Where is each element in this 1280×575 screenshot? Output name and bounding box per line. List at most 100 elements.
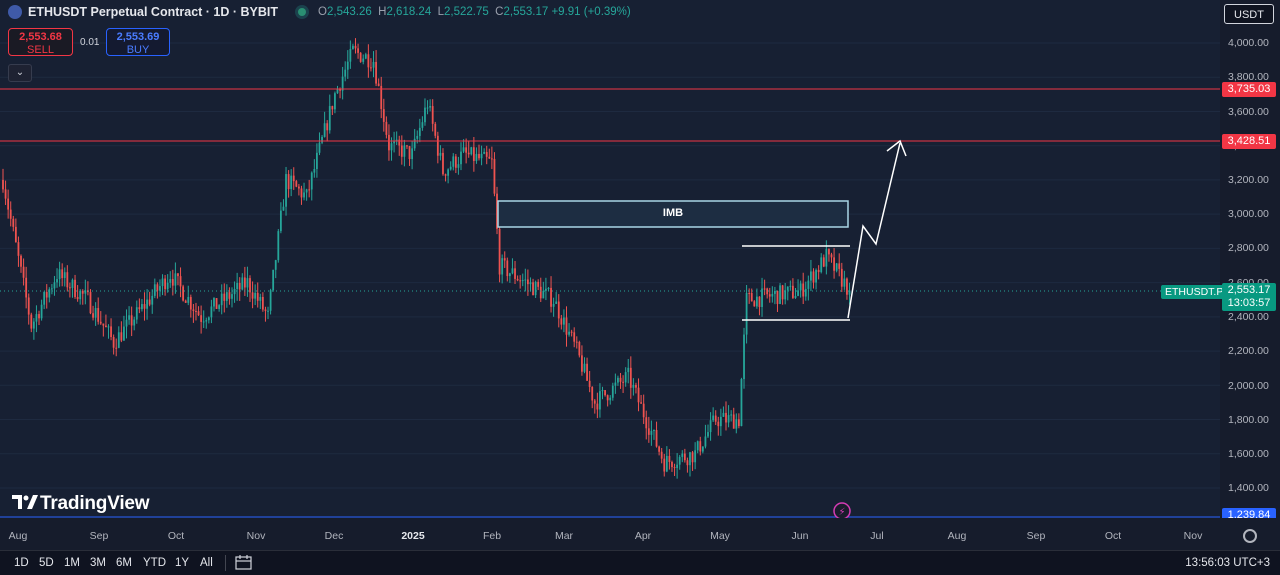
candle-down[interactable] [30, 314, 33, 329]
candle-down[interactable] [45, 292, 48, 298]
candle-up[interactable] [843, 278, 846, 287]
candle-down[interactable] [748, 293, 751, 295]
candle-up[interactable] [202, 321, 205, 323]
candle-down[interactable] [557, 301, 560, 319]
current-price-label[interactable]: 2,553.17 13:03:57 [1222, 283, 1276, 311]
candle-down[interactable] [519, 280, 522, 282]
candle-up[interactable] [43, 292, 46, 305]
candle-up[interactable] [774, 290, 776, 294]
candle-down[interactable] [593, 400, 596, 404]
candle-down[interactable] [408, 146, 411, 160]
candle-up[interactable] [269, 290, 272, 311]
candle-up[interactable] [426, 107, 429, 109]
candle-down[interactable] [171, 279, 174, 286]
candle-down[interactable] [673, 467, 676, 469]
candle-up[interactable] [707, 432, 709, 437]
candle-up[interactable] [740, 379, 743, 427]
candle-up[interactable] [277, 231, 280, 261]
candle-up[interactable] [719, 416, 722, 427]
candle-down[interactable] [586, 363, 588, 381]
candle-up[interactable] [653, 430, 655, 432]
candle-down[interactable] [714, 415, 717, 422]
candle-down[interactable] [753, 301, 756, 307]
candle-up[interactable] [678, 456, 681, 465]
candle-up[interactable] [94, 308, 97, 318]
candle-down[interactable] [120, 332, 123, 341]
candle-up[interactable] [169, 279, 172, 283]
candle-down[interactable] [846, 278, 848, 295]
candle-up[interactable] [305, 189, 308, 193]
candle-down[interactable] [97, 308, 100, 322]
candle-up[interactable] [475, 153, 478, 161]
candle-up[interactable] [534, 281, 537, 296]
candle-up[interactable] [797, 290, 799, 296]
candle-down[interactable] [297, 186, 300, 189]
candle-up[interactable] [794, 295, 797, 298]
candle-down[interactable] [514, 268, 516, 279]
date-range-icon[interactable] [235, 555, 253, 571]
candle-up[interactable] [611, 385, 614, 398]
market-status-icon[interactable] [298, 8, 307, 16]
candle-up[interactable] [141, 304, 143, 310]
candle-down[interactable] [66, 272, 69, 288]
candle-down[interactable] [81, 290, 84, 294]
candle-down[interactable] [488, 156, 491, 159]
candle-down[interactable] [763, 288, 766, 290]
candle-down[interactable] [581, 355, 583, 372]
imb-zone[interactable] [497, 200, 849, 228]
candle-down[interactable] [817, 269, 820, 273]
candle-up[interactable] [804, 288, 807, 297]
candle-up[interactable] [848, 290, 851, 295]
candle-down[interactable] [339, 88, 341, 91]
candle-down[interactable] [573, 332, 576, 342]
candle-up[interactable] [161, 278, 164, 287]
candle-down[interactable] [575, 341, 578, 343]
candle-down[interactable] [498, 228, 501, 275]
candle-down[interactable] [642, 403, 645, 418]
candle-down[interactable] [115, 347, 118, 349]
candle-up[interactable] [84, 290, 87, 294]
candle-down[interactable] [758, 296, 761, 307]
candle-up[interactable] [789, 285, 792, 287]
candle-up[interactable] [40, 304, 43, 319]
candle-up[interactable] [784, 290, 787, 300]
candle-down[interactable] [292, 175, 295, 182]
candle-down[interactable] [691, 452, 694, 463]
candle-down[interactable] [195, 310, 197, 312]
candle-down[interactable] [138, 307, 141, 310]
collapse-chevron-icon[interactable]: ⌄ [8, 64, 32, 82]
candle-down[interactable] [781, 285, 784, 300]
time-axis[interactable] [0, 518, 1280, 550]
candle-down[interactable] [251, 292, 254, 299]
candle-down[interactable] [434, 123, 437, 136]
candle-down[interactable] [243, 277, 246, 288]
candle-up[interactable] [694, 450, 697, 463]
candle-down[interactable] [737, 419, 740, 427]
candle-up[interactable] [246, 278, 249, 288]
candle-down[interactable] [287, 174, 290, 190]
timeframe-3m[interactable]: 3M [90, 557, 106, 569]
candle-up[interactable] [213, 298, 215, 307]
candle-down[interactable] [454, 156, 457, 168]
candle-up[interactable] [552, 303, 555, 307]
candle-up[interactable] [755, 296, 758, 307]
candle-down[interactable] [130, 315, 133, 326]
candle-down[interactable] [717, 421, 720, 427]
candle-up[interactable] [323, 123, 326, 137]
candle-down[interactable] [619, 377, 622, 382]
candle-up[interactable] [123, 326, 125, 341]
candle-up[interactable] [447, 169, 450, 176]
candle-down[interactable] [496, 193, 498, 229]
candle-up[interactable] [815, 269, 817, 283]
candle-down[interactable] [812, 271, 815, 283]
candle-up[interactable] [218, 305, 221, 309]
candle-down[interactable] [732, 414, 735, 429]
candle-down[interactable] [622, 381, 624, 383]
candle-down[interactable] [550, 287, 552, 307]
candle-down[interactable] [2, 179, 4, 190]
candle-up[interactable] [125, 319, 128, 327]
candle-up[interactable] [416, 135, 419, 139]
candle-down[interactable] [776, 290, 779, 304]
candle-down[interactable] [532, 282, 534, 296]
timeframe-all[interactable]: All [200, 557, 213, 569]
